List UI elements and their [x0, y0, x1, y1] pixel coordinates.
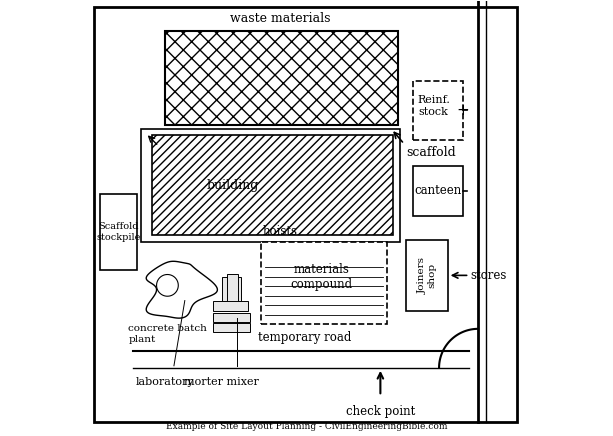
Text: stores: stores — [470, 269, 507, 282]
Text: hoists: hoists — [263, 225, 298, 238]
Bar — [413, 166, 463, 216]
Bar — [406, 240, 447, 311]
Text: Example of Site Layout Planning - CivilEngineeringBible.com: Example of Site Layout Planning - CivilE… — [166, 422, 447, 431]
Bar — [261, 242, 387, 324]
Text: concrete batch
plant: concrete batch plant — [128, 324, 207, 344]
Text: +: + — [457, 103, 470, 118]
Text: scaffold: scaffold — [406, 146, 456, 159]
Text: Joiners
shop: Joiners shop — [417, 257, 437, 294]
Text: morter mixer: morter mixer — [185, 377, 259, 387]
Text: canteen: canteen — [414, 184, 462, 198]
Text: materials
compound: materials compound — [291, 262, 352, 291]
Bar — [213, 323, 250, 332]
Text: building: building — [207, 179, 259, 192]
Bar — [142, 129, 400, 242]
Text: waste materials: waste materials — [230, 12, 330, 24]
Polygon shape — [147, 261, 218, 318]
Text: check point: check point — [346, 405, 415, 418]
Bar — [413, 81, 463, 140]
Bar — [100, 194, 137, 270]
Bar — [166, 31, 398, 125]
Text: temporary road: temporary road — [257, 331, 351, 344]
Text: laboratory: laboratory — [136, 377, 194, 387]
Bar — [227, 275, 238, 305]
Bar — [152, 136, 394, 235]
Bar — [213, 300, 248, 311]
Bar — [222, 277, 242, 300]
Polygon shape — [156, 275, 178, 296]
Text: Reinf.
stock: Reinf. stock — [417, 95, 450, 117]
Text: Scaffold
stockpile: Scaffold stockpile — [96, 222, 141, 242]
Bar — [213, 313, 250, 322]
